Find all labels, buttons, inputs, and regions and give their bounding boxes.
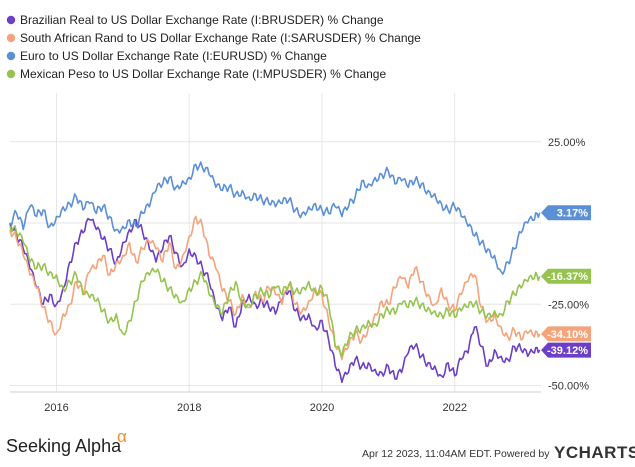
footer: Seeking Alpha α Apr 12 2023, 11:04AM EDT… <box>6 427 635 462</box>
y-tick-label-1: -25.00% <box>548 299 589 311</box>
end-labels: -39.12% -34.10% 3.17% -16.37% <box>541 205 591 358</box>
powered-by-label: Powered by <box>494 448 550 460</box>
alpha-mark: α <box>117 427 127 446</box>
series-line-3 <box>9 225 541 358</box>
end-label-text-0: -39.12% <box>547 345 588 357</box>
x-tick-label-3: 2022 <box>442 402 466 414</box>
end-label-0: -39.12% <box>541 342 591 358</box>
series-line-0 <box>9 217 541 384</box>
end-label-bg-0 <box>541 342 591 358</box>
legend-swatch-0 <box>6 15 16 25</box>
y-axis: 25.00% -25.00% -50.00% <box>548 137 589 393</box>
end-label-2: 3.17% <box>541 205 591 221</box>
x-tick-label-0: 2016 <box>44 402 68 414</box>
series-line-1 <box>9 215 541 361</box>
legend-label-3: Mexican Peso to US Dollar Exchange Rate … <box>20 67 386 81</box>
end-label-text-3: -16.37% <box>547 271 588 283</box>
x-axis: 2016 2018 2020 2022 <box>44 402 467 414</box>
end-label-bg-2 <box>541 205 591 221</box>
end-label-text-1: -34.10% <box>547 329 588 341</box>
legend: Brazilian Real to US Dollar Exchange Rat… <box>6 13 421 81</box>
y-tick-label-0: 25.00% <box>548 137 586 149</box>
ycharts-logo: YCHARTS <box>554 443 635 462</box>
end-label-text-2: 3.17% <box>557 208 588 220</box>
end-label-1: -34.10% <box>541 326 591 342</box>
x-tick-label-1: 2018 <box>177 402 201 414</box>
legend-label-0: Brazilian Real to US Dollar Exchange Rat… <box>20 13 384 27</box>
grid <box>10 93 541 393</box>
series-line-2 <box>9 161 541 275</box>
end-label-bg-1 <box>541 326 591 342</box>
legend-label-1: South African Rand to US Dollar Exchange… <box>20 31 421 45</box>
x-tick-label-2: 2020 <box>310 402 334 414</box>
timestamp: Apr 12 2023, 11:04AM EDT. <box>362 448 492 460</box>
series-lines <box>9 161 541 384</box>
legend-label-2: Euro to US Dollar Exchange Rate (I:EURUS… <box>20 49 327 63</box>
end-label-bg-3 <box>541 268 591 284</box>
legend-swatch-2 <box>6 51 16 61</box>
seeking-alpha-logo: Seeking Alpha <box>6 436 122 456</box>
legend-swatch-1 <box>6 33 16 43</box>
y-tick-label-2: -50.00% <box>548 381 589 393</box>
end-label-3: -16.37% <box>541 268 591 284</box>
legend-swatch-3 <box>6 69 16 79</box>
